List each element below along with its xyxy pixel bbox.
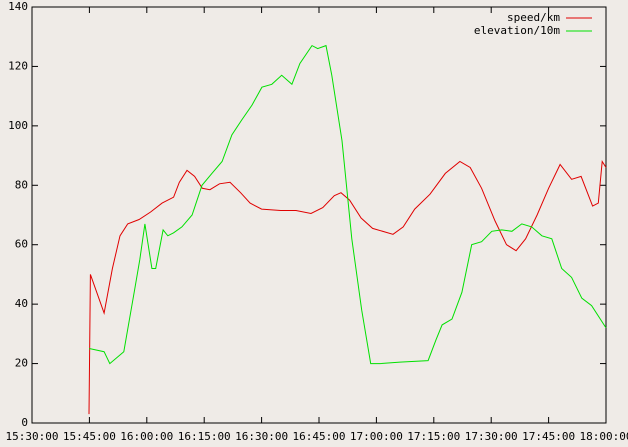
- x-tick-label: 18:00:00: [580, 430, 628, 443]
- y-tick-label: 100: [8, 119, 28, 132]
- x-tick-label: 17:00:00: [350, 430, 403, 443]
- x-tick-label: 16:15:00: [178, 430, 231, 443]
- y-tick-label: 20: [15, 357, 28, 370]
- x-tick-label: 17:45:00: [522, 430, 575, 443]
- series-line: [88, 159, 607, 415]
- series-line: [89, 44, 607, 365]
- legend-label: speed/km: [507, 11, 560, 24]
- legend-label: elevation/10m: [474, 24, 560, 37]
- x-tick-label: 17:15:00: [407, 430, 460, 443]
- y-tick-label: 140: [8, 0, 28, 13]
- x-tick-label: 16:45:00: [293, 430, 346, 443]
- x-tick-label: 15:45:00: [63, 430, 116, 443]
- y-tick-label: 60: [15, 238, 28, 251]
- y-tick-label: 120: [8, 59, 28, 72]
- y-tick-label: 40: [15, 297, 28, 310]
- x-tick-label: 17:30:00: [465, 430, 518, 443]
- x-tick-label: 15:30:00: [6, 430, 59, 443]
- x-tick-label: 16:30:00: [235, 430, 288, 443]
- y-tick-label: 80: [15, 178, 28, 191]
- plot-frame: [31, 6, 607, 424]
- x-tick-label: 16:00:00: [120, 430, 173, 443]
- y-tick-label: 0: [21, 416, 28, 429]
